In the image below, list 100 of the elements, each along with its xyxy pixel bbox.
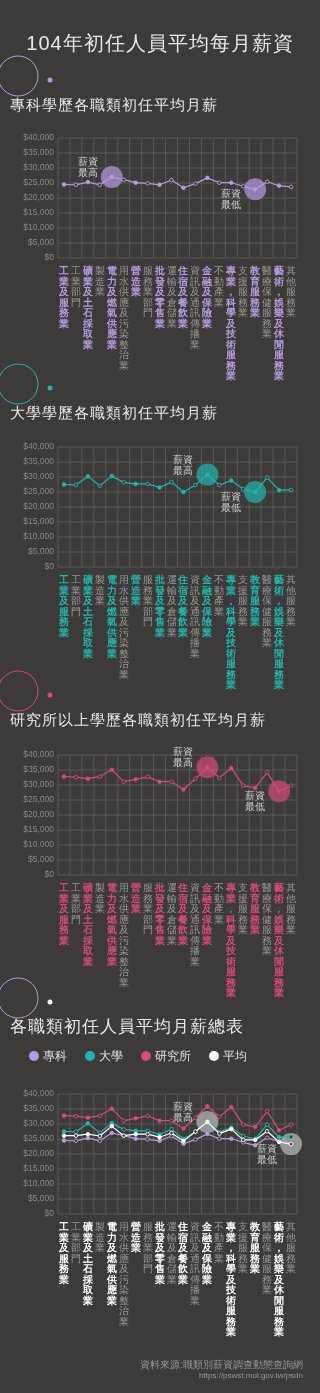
x-tick-label: 支援服務業 xyxy=(238,1221,249,1274)
legend-label: 大學 xyxy=(99,1049,123,1063)
x-tick-label: 工業部門 xyxy=(70,265,81,308)
y-tick-label: $40,000 xyxy=(23,132,55,143)
x-tick-label: 批發及零售業 xyxy=(153,882,166,946)
chart-title: 大學學歷各職類初任平均月薪 xyxy=(10,404,218,421)
x-tick-label: 住宿及餐飲業 xyxy=(177,265,190,329)
x-tick-label: 電力及燃氣供應業 xyxy=(105,574,118,659)
x-tick-label: 運輸及倉儲業 xyxy=(166,882,177,946)
category-label: 專業，科學及技術服務業 xyxy=(226,1221,237,1337)
category-label: 藝術，娛樂及休閒服務業 xyxy=(274,265,285,381)
chart-title: 專科學歷各職類初任平均月薪 xyxy=(10,96,218,113)
x-tick-label: 金融及保險業 xyxy=(201,1221,214,1285)
x-tick-label: 工業部門 xyxy=(70,574,81,617)
x-tick-label: 不動產業 xyxy=(214,1221,225,1264)
category-label: 專業，科學及技術服務業 xyxy=(226,265,237,381)
y-tick-label: $25,000 xyxy=(23,486,55,497)
y-tick-label: $10,000 xyxy=(23,531,55,542)
chart-title: 研究所以上學歷各職類初任平均月薪 xyxy=(10,711,266,728)
annotation: 薪資最低 xyxy=(221,188,242,211)
y-tick-label: $10,000 xyxy=(23,839,55,850)
annotation: 薪資最高 xyxy=(77,156,98,178)
source-note: 資料來源:職類別薪資調查動態查詢網 xyxy=(140,1359,303,1370)
x-tick-label: 製造業 xyxy=(94,882,105,914)
annotation: 薪資最低 xyxy=(245,790,266,813)
x-tick-label: 工業及服務業 xyxy=(57,574,70,638)
x-tick-label: 電力及燃氣供應業 xyxy=(105,265,118,350)
x-tick-label: 醫療保健服務業 xyxy=(262,574,273,648)
x-tick-label: 資訊及通訊傳播業 xyxy=(190,1221,201,1306)
x-tick-label: 醫療保健服務業 xyxy=(262,1221,273,1295)
x-tick-label: 金融及保險業 xyxy=(201,574,214,638)
annotation: 薪資最低 xyxy=(221,491,242,513)
x-tick-label: 教育服務業 xyxy=(249,574,262,627)
x-tick-label: 資訊及通訊傳播業 xyxy=(190,265,201,350)
x-tick-label: 醫療保健服務業 xyxy=(262,882,273,956)
text: 104年初任人員平均每月薪資 xyxy=(26,32,294,54)
x-tick-label: 批發及零售業 xyxy=(153,265,166,329)
x-tick-label: 服務業部門 xyxy=(142,574,153,627)
x-tick-label: 金融及保險業 xyxy=(201,882,214,946)
y-tick-label: $40,000 xyxy=(23,749,55,760)
x-tick-label: 教育服務業 xyxy=(249,265,262,318)
x-tick-label: 住宿及餐飲業 xyxy=(177,1221,190,1285)
legend-label: 研究所 xyxy=(155,1049,191,1063)
y-tick-label: $10,000 xyxy=(23,222,55,233)
y-tick-label: $20,000 xyxy=(23,1148,55,1159)
x-tick-label: 其他服務業 xyxy=(286,265,297,318)
x-tick-label: 金融及保險業 xyxy=(201,265,214,329)
category-label: 用水供應及污染整治業 xyxy=(118,265,129,371)
category-label: 藝術，娛樂及休閒服務業 xyxy=(274,574,285,690)
category-label: 藝術，娛樂及休閒服務業 xyxy=(274,1221,285,1337)
x-tick-label: 支援服務業 xyxy=(238,265,249,318)
x-tick-label: 工業及服務業 xyxy=(57,265,70,329)
x-tick-label: 住宿及餐飲業 xyxy=(177,882,190,946)
x-tick-label: 不動產業 xyxy=(214,574,225,617)
x-tick-label: 教育服務業 xyxy=(249,882,262,935)
y-tick-label: $40,000 xyxy=(23,441,55,452)
y-tick-label: $0 xyxy=(44,252,55,263)
x-tick-label: 工業部門 xyxy=(70,882,81,925)
x-tick-label: 不動產業 xyxy=(214,265,225,308)
x-tick-label: 製造業 xyxy=(94,574,105,606)
x-tick-label: 其他服務業 xyxy=(286,882,297,935)
x-tick-label: 礦業及土石採取業 xyxy=(81,1221,94,1306)
category-label: 用水供應及污染整治業 xyxy=(118,574,129,680)
y-tick-label: $5,000 xyxy=(28,237,55,248)
annotation: 薪資最高 xyxy=(173,453,194,476)
y-tick-label: $35,000 xyxy=(23,147,55,158)
x-tick-label: 電力及燃氣供應業 xyxy=(105,882,118,967)
x-tick-label: 服務業部門 xyxy=(142,1221,153,1274)
category-label: 藝術，娛樂及休閒服務業 xyxy=(274,882,285,998)
x-tick-label: 營造業 xyxy=(129,574,142,606)
x-tick-label: 運輸及倉儲業 xyxy=(166,1221,177,1285)
y-tick-label: $40,000 xyxy=(23,1088,55,1099)
y-tick-label: $15,000 xyxy=(23,207,55,218)
x-tick-label: 批發及零售業 xyxy=(153,1221,166,1285)
y-tick-label: $15,000 xyxy=(23,1163,55,1174)
y-tick-label: $25,000 xyxy=(23,177,55,188)
y-tick-label: $15,000 xyxy=(23,824,55,835)
chart-title: 各職類初任人員平均月薪總表 xyxy=(10,1017,244,1036)
legend-label: 專科 xyxy=(43,1049,67,1063)
x-tick-label: 電力及燃氣供應業 xyxy=(105,1221,118,1306)
x-tick-label: 服務業部門 xyxy=(142,265,153,318)
x-tick-label: 不動產業 xyxy=(214,882,225,925)
x-tick-label: 營造業 xyxy=(129,882,142,914)
x-tick-label: 支援服務業 xyxy=(238,882,249,935)
y-tick-label: $10,000 xyxy=(23,1178,55,1189)
x-tick-label: 資訊及通訊傳播業 xyxy=(190,574,201,659)
x-tick-label: 營造業 xyxy=(129,1221,142,1253)
y-tick-label: $5,000 xyxy=(28,854,55,865)
y-tick-label: $30,000 xyxy=(23,1118,55,1129)
y-tick-label: $25,000 xyxy=(23,794,55,805)
x-tick-label: 醫療保健服務業 xyxy=(262,265,273,339)
y-tick-label: $35,000 xyxy=(23,1103,55,1114)
x-tick-label: 礦業及土石採取業 xyxy=(81,574,94,659)
category-label: 專業，科學及技術服務業 xyxy=(226,574,237,690)
category-label: 用水供應及污染整治業 xyxy=(118,1221,129,1327)
x-tick-label: 批發及零售業 xyxy=(153,574,166,638)
x-tick-label: 運輸及倉儲業 xyxy=(166,265,177,329)
x-tick-label: 工業部門 xyxy=(70,1221,81,1264)
x-tick-label: 支援服務業 xyxy=(238,574,249,627)
x-tick-label: 製造業 xyxy=(94,1221,105,1253)
